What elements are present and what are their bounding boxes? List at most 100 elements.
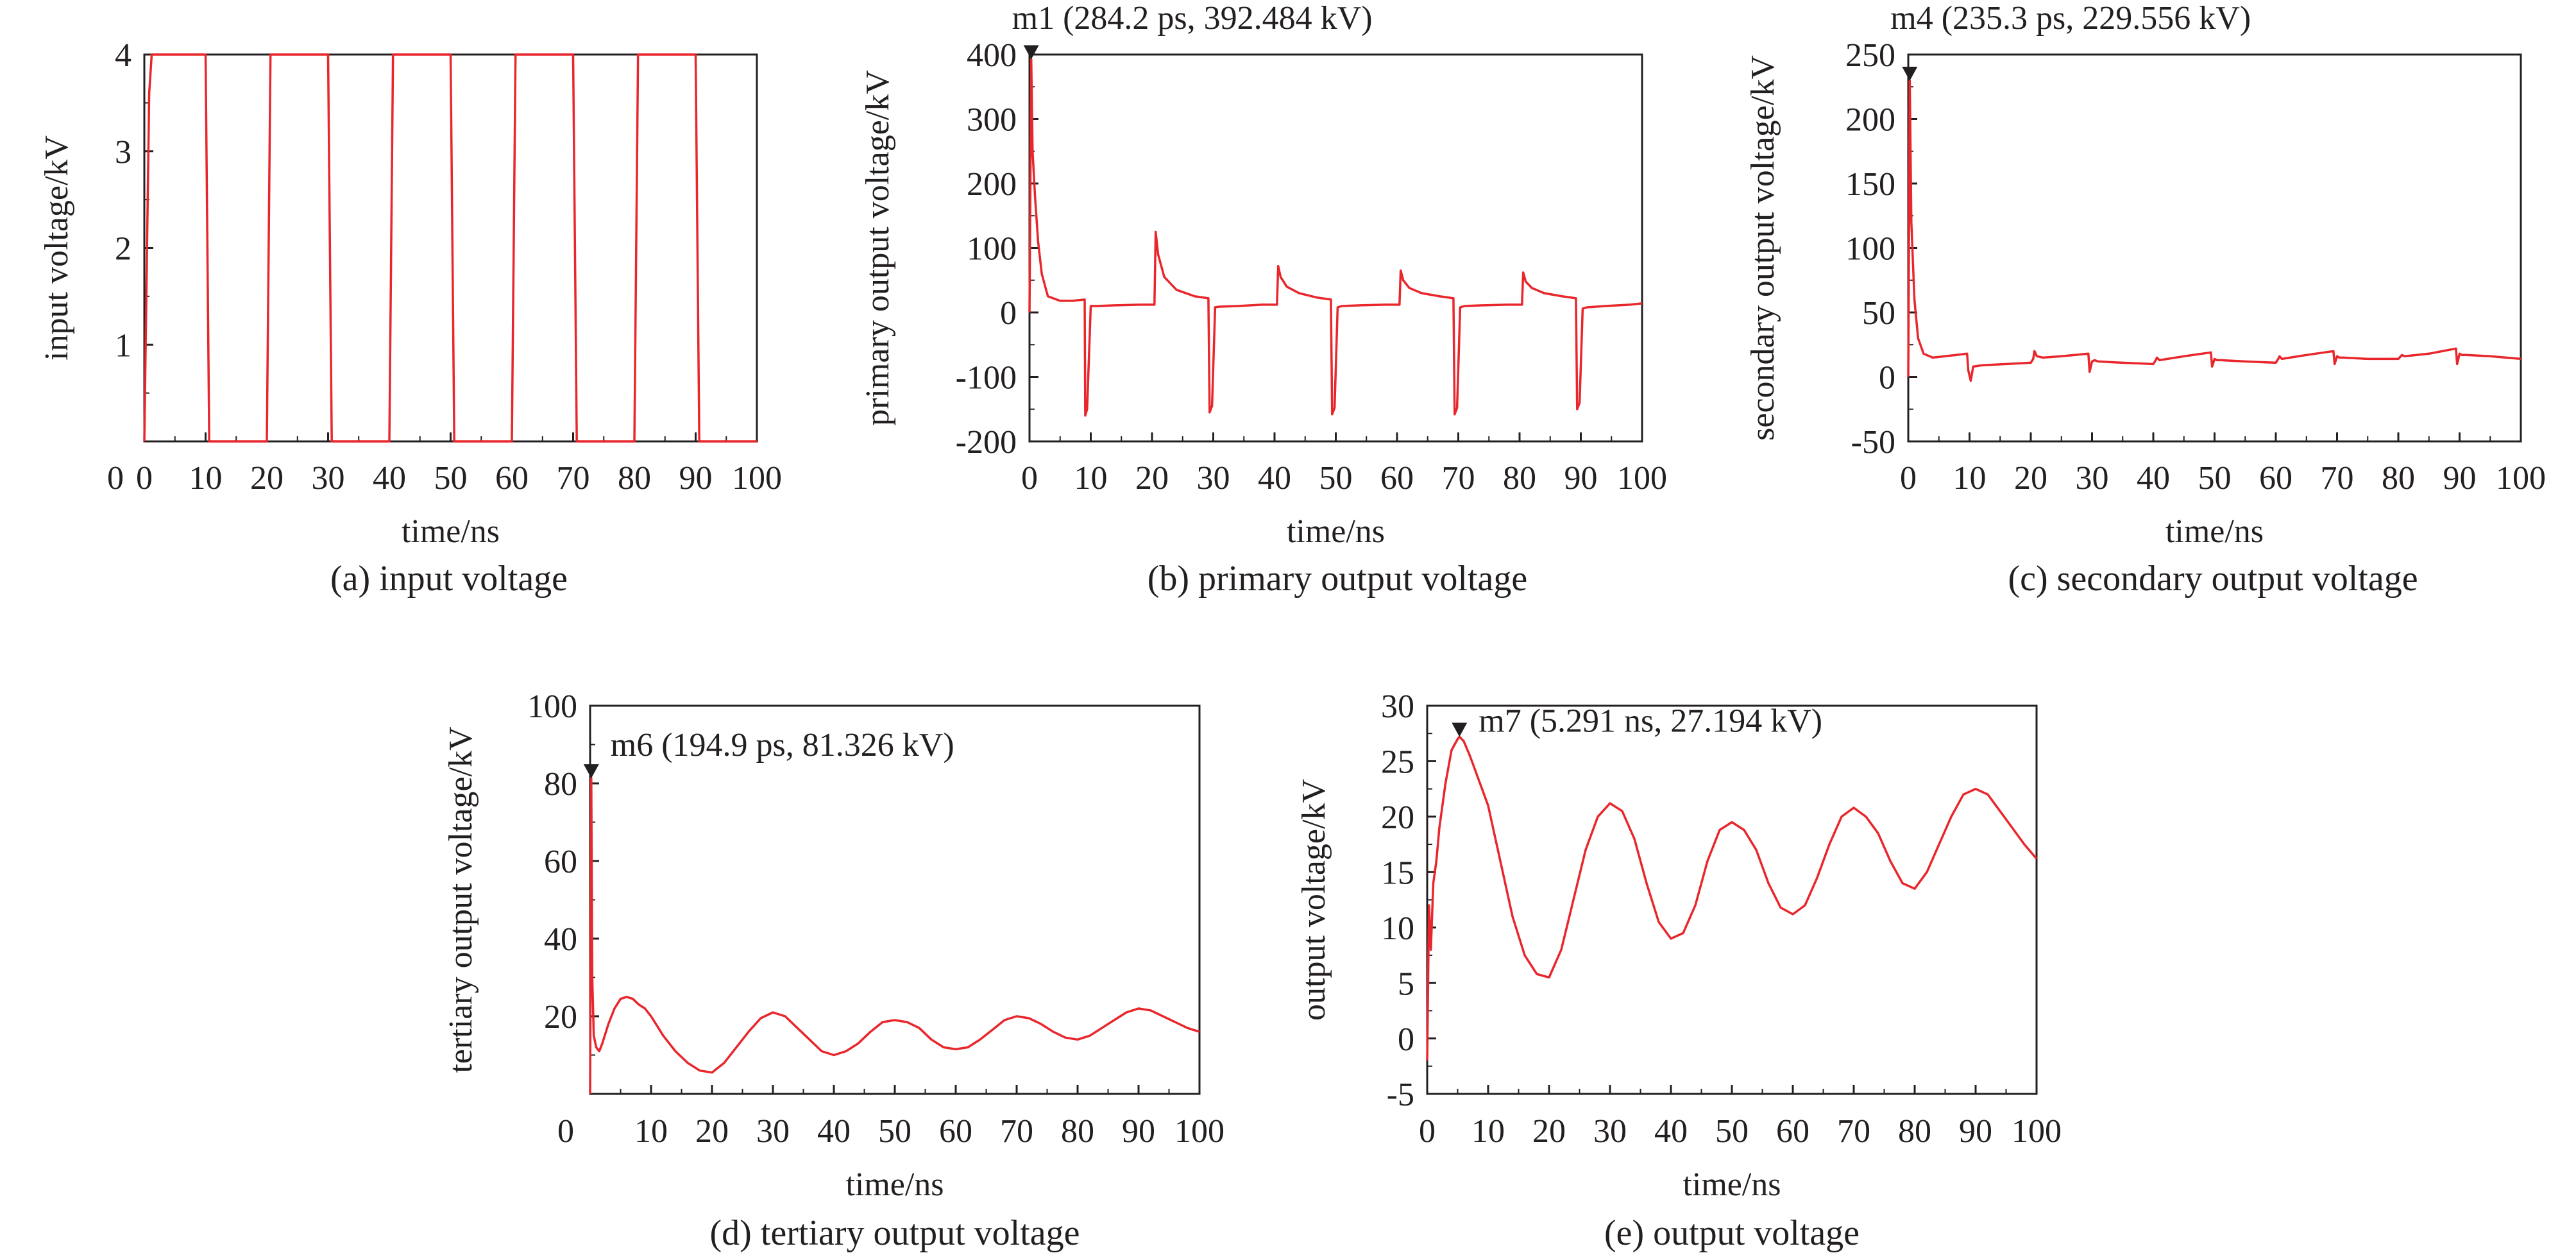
y-tick-label: 25	[1381, 744, 1414, 781]
x-tick-label: 30	[312, 460, 345, 497]
x-tick-label: 70	[2321, 460, 2354, 497]
x-tick-label: 90	[1564, 460, 1598, 497]
x-tick-label: 0	[1419, 1113, 1436, 1150]
x-tick-label: 20	[2014, 460, 2047, 497]
origin-label: 0	[107, 460, 124, 497]
series-line	[589, 777, 1200, 1095]
marker-triangle	[1452, 722, 1468, 737]
y-tick-label: 0	[1398, 1021, 1414, 1058]
chart-caption: (a) input voltage	[330, 559, 568, 599]
x-axis-label: time/ns	[2165, 513, 2264, 550]
x-tick-label: 10	[1074, 460, 1108, 497]
y-tick-label: 2	[115, 231, 131, 268]
x-tick-label: 50	[2198, 460, 2232, 497]
x-tick-label: 70	[1000, 1113, 1033, 1150]
y-tick-label: 20	[1381, 799, 1414, 836]
marker-label: m7 (5.291 ns, 27.194 kV)	[1479, 703, 1822, 740]
x-tick-label: 30	[1593, 1113, 1627, 1150]
y-tick-label: 100	[527, 688, 577, 725]
x-tick-label: 50	[1715, 1113, 1749, 1150]
x-tick-label: 60	[495, 460, 529, 497]
x-tick-label: 10	[1953, 460, 1987, 497]
x-axis-label: time/ns	[845, 1166, 944, 1203]
x-tick-label: 100	[1174, 1113, 1224, 1150]
x-tick-label: 40	[373, 460, 406, 497]
y-tick-label: -5	[1387, 1077, 1414, 1113]
x-tick-label: 10	[634, 1113, 668, 1150]
y-axis-label: tertiary output voltage/kV	[443, 726, 479, 1073]
x-tick-label: 80	[2382, 460, 2415, 497]
y-axis-label: primary output voltage/kV	[860, 70, 896, 426]
y-tick-label: 400	[967, 37, 1017, 74]
x-tick-label: 100	[2012, 1113, 2062, 1150]
y-tick-label: 5	[1398, 966, 1414, 1002]
x-tick-label: 30	[1197, 460, 1230, 497]
y-axis-label: secondary output voltage/kV	[1745, 55, 1781, 441]
y-tick-label: 200	[1845, 102, 1895, 139]
chart-caption: (e) output voltage	[1604, 1213, 1860, 1253]
marker-label: m4 (235.3 ps, 229.556 kV)	[1890, 0, 2251, 37]
y-tick-label: 0	[1879, 360, 1895, 396]
chart-caption: (b) primary output voltage	[1148, 559, 1528, 599]
x-tick-label: 70	[1442, 460, 1475, 497]
plot-frame	[589, 704, 1201, 1095]
y-tick-label: -100	[956, 360, 1017, 396]
x-tick-label: 40	[2137, 460, 2170, 497]
x-tick-label: 60	[1776, 1113, 1809, 1150]
y-tick-label: 40	[544, 921, 577, 958]
marker-label: m6 (194.9 ps, 81.326 kV)	[611, 727, 954, 763]
chart-a: 0 10 20 30 40 50 60 70 80 90 100 0 1 2 3 4 time/ns input …	[38, 37, 782, 599]
x-tick-label: 50	[434, 460, 468, 497]
chart-caption: (d) tertiary output voltage	[710, 1213, 1080, 1253]
chart-caption: (c) secondary output voltage	[2008, 559, 2418, 599]
x-tick-label: 80	[618, 460, 651, 497]
y-tick-label: 50	[1862, 295, 1895, 332]
series-line	[143, 53, 757, 443]
x-tick-label: 60	[939, 1113, 972, 1150]
y-tick-label: 200	[967, 166, 1017, 203]
marker-triangle	[583, 764, 599, 779]
x-tick-label: 90	[1959, 1113, 1992, 1150]
x-tick-label: 70	[557, 460, 590, 497]
y-tick-label: -50	[1851, 424, 1895, 461]
x-tick-label: 20	[695, 1113, 729, 1150]
x-tick-label: 10	[189, 460, 223, 497]
marker-triangle	[1902, 67, 1918, 81]
x-tick-label: 50	[1319, 460, 1353, 497]
x-tick-label: 90	[1122, 1113, 1155, 1150]
y-tick-label: 100	[967, 231, 1017, 268]
y-tick-label: 4	[115, 37, 131, 74]
x-tick-label: 80	[1898, 1113, 1931, 1150]
y-tick-label: 30	[1381, 688, 1414, 725]
x-tick-label: 40	[1654, 1113, 1688, 1150]
x-tick-label: 0	[1021, 460, 1038, 497]
x-tick-label: 0	[1900, 460, 1917, 497]
x-tick-label: 90	[679, 460, 713, 497]
y-tick-label: 60	[544, 844, 577, 880]
x-tick-label: 100	[732, 460, 782, 497]
x-tick-label: 70	[1837, 1113, 1870, 1150]
x-axis-label: time/ns	[1287, 513, 1385, 550]
chart-b: 0 10 20 30 40 50 60 70 80 90 100 -200 -100 0 100 200 300…	[860, 0, 1667, 599]
x-tick-label: 30	[756, 1113, 790, 1150]
y-tick-label: 1	[115, 327, 131, 364]
chart-c: 0 10 20 30 40 50 60 70 80 90 100-50050100150200250…	[1745, 0, 2546, 599]
x-tick-label: 60	[1380, 460, 1414, 497]
x-tick-label: 100	[1617, 460, 1667, 497]
y-tick-label: 300	[967, 102, 1017, 139]
x-tick-label: 80	[1061, 1113, 1094, 1150]
y-axis-label: input voltage/kV	[38, 135, 75, 361]
plot-frame	[1907, 53, 2522, 443]
y-axis-label: output voltage/kV	[1296, 779, 1332, 1021]
x-tick-label: 50	[878, 1113, 911, 1150]
x-tick-label: 60	[2259, 460, 2292, 497]
x-tick-label: 40	[817, 1113, 851, 1150]
y-tick-label: 3	[115, 134, 131, 171]
x-axis-label: time/ns	[402, 513, 500, 550]
x-tick-label: 0	[136, 460, 153, 497]
y-tick-label: 15	[1381, 855, 1414, 891]
plot-frame	[1426, 704, 2038, 1095]
x-tick-label: 20	[1135, 460, 1169, 497]
